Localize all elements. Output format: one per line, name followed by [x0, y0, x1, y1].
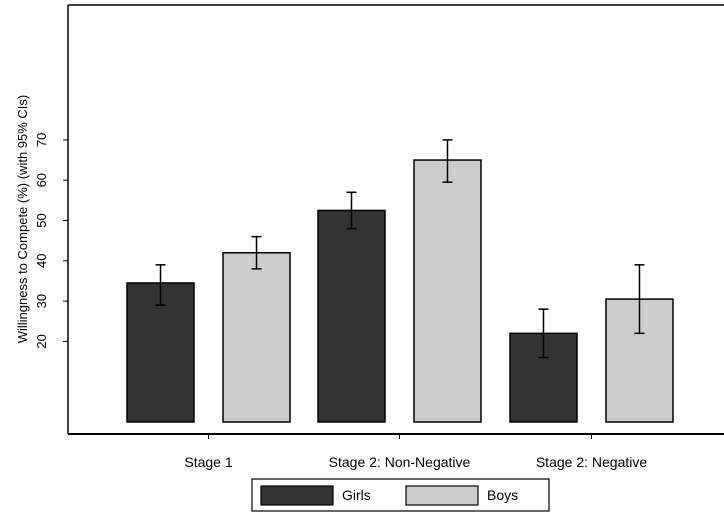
- x-category-label: Stage 1: [184, 454, 232, 470]
- bar-boys-1: [222, 251, 291, 423]
- y-tick-label: 50: [34, 213, 49, 227]
- bar-girls-2: [317, 209, 386, 423]
- legend-swatch-girls: [260, 485, 334, 506]
- y-axis-ticks: 20 30 40 50 60 70: [34, 133, 68, 349]
- error-bars-layer: [155, 139, 645, 359]
- y-tick-label: 40: [34, 254, 49, 268]
- plot-frame: [67, 4, 724, 435]
- y-tick-label: 20: [34, 334, 49, 348]
- bar-boys-2: [413, 159, 482, 423]
- y-tick-label: 70: [34, 133, 49, 147]
- y-axis-title: Willingness to Compete (%) (with 95% CIs…: [15, 95, 30, 344]
- legend-swatch-boys: [405, 485, 479, 506]
- legend: Girls Boys: [251, 478, 550, 512]
- y-tick-label: 60: [34, 173, 49, 187]
- bars-layer: [126, 159, 674, 423]
- x-category-label: Stage 2: Non-Negative: [329, 454, 471, 470]
- y-tick-label: 30: [34, 294, 49, 308]
- legend-label-girls: Girls: [342, 487, 371, 503]
- legend-label-boys: Boys: [487, 487, 518, 503]
- x-axis-category-labels: Stage 1 Stage 2: Non-Negative Stage 2: Neg…: [184, 434, 647, 470]
- bar-girls-1: [126, 282, 195, 423]
- x-category-label: Stage 2: Negative: [536, 454, 648, 470]
